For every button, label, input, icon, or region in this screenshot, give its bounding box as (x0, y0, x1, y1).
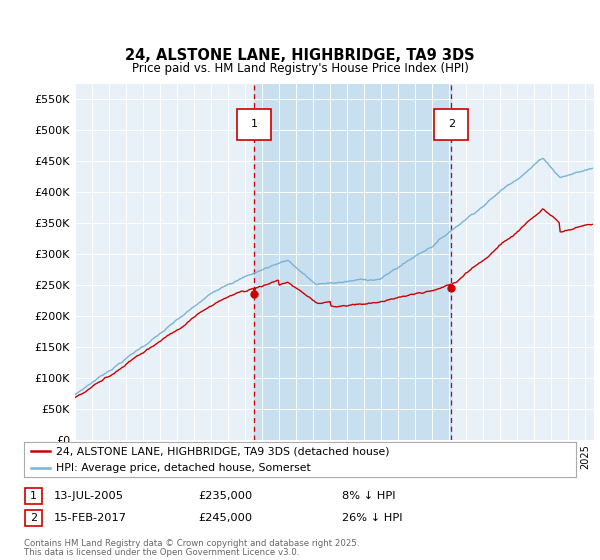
Text: 13-JUL-2005: 13-JUL-2005 (54, 491, 124, 501)
Text: HPI: Average price, detached house, Somerset: HPI: Average price, detached house, Some… (56, 463, 311, 473)
Bar (434, 109, 469, 139)
Text: 15-FEB-2017: 15-FEB-2017 (54, 513, 127, 523)
Text: £235,000: £235,000 (198, 491, 252, 501)
Text: 24, ALSTONE LANE, HIGHBRIDGE, TA9 3DS: 24, ALSTONE LANE, HIGHBRIDGE, TA9 3DS (125, 49, 475, 63)
Bar (237, 109, 271, 139)
Text: 1: 1 (30, 491, 37, 501)
Text: Price paid vs. HM Land Registry's House Price Index (HPI): Price paid vs. HM Land Registry's House … (131, 62, 469, 75)
Text: This data is licensed under the Open Government Licence v3.0.: This data is licensed under the Open Gov… (24, 548, 299, 557)
Text: 24, ALSTONE LANE, HIGHBRIDGE, TA9 3DS (detached house): 24, ALSTONE LANE, HIGHBRIDGE, TA9 3DS (d… (56, 446, 389, 456)
Text: 1: 1 (251, 119, 257, 129)
Text: 26% ↓ HPI: 26% ↓ HPI (342, 513, 403, 523)
Bar (254, 84, 451, 440)
Text: Contains HM Land Registry data © Crown copyright and database right 2025.: Contains HM Land Registry data © Crown c… (24, 539, 359, 548)
Text: 2: 2 (30, 513, 37, 523)
Text: 8% ↓ HPI: 8% ↓ HPI (342, 491, 395, 501)
Text: 2: 2 (448, 119, 455, 129)
Text: £245,000: £245,000 (198, 513, 252, 523)
